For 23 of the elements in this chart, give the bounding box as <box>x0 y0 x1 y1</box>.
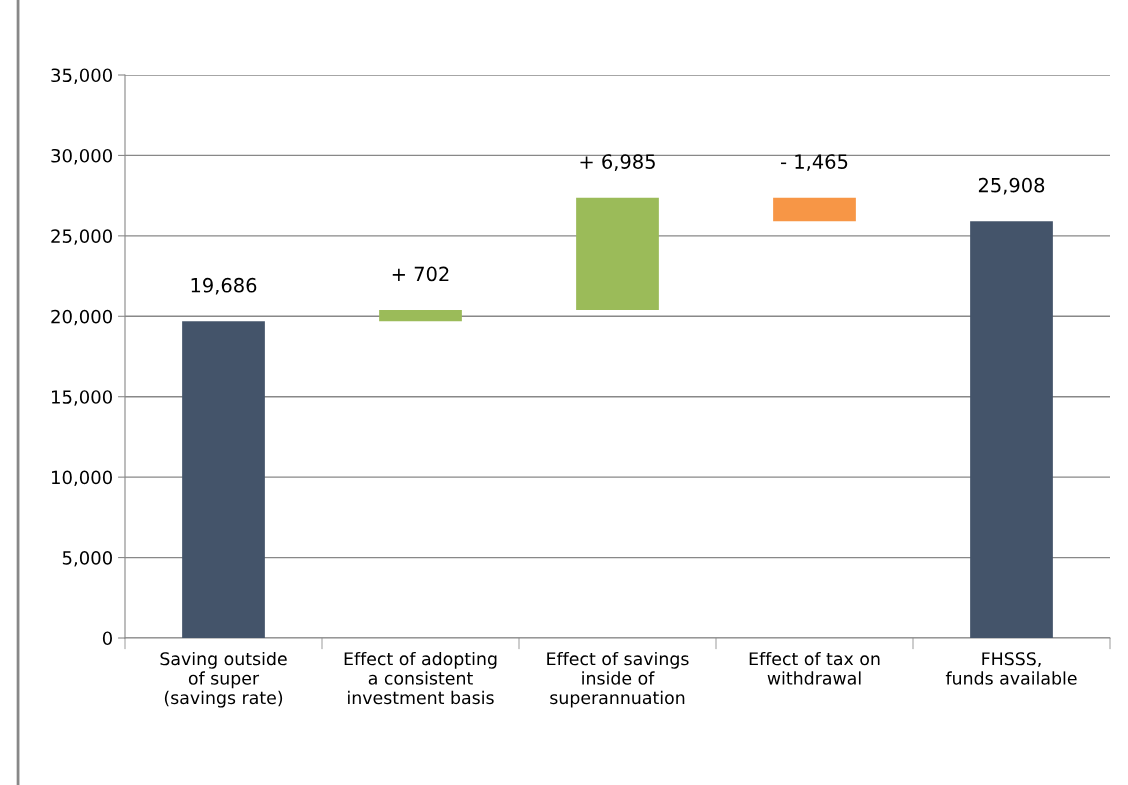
y-tick-label: 35,000 <box>51 68 112 84</box>
x-tick-label: Effect of savings inside of superannuation <box>547 651 689 708</box>
y-tick-label: 15,000 <box>52 390 112 406</box>
bar <box>970 221 1053 638</box>
bar <box>773 197 856 222</box>
bar <box>182 321 265 638</box>
x-tick-label: Effect of adopting a consistent investment basis <box>344 651 497 705</box>
y-tick-label: 30,000 <box>51 148 112 165</box>
data-label: 19,686 <box>191 277 257 295</box>
x-tick-label: FHSSS, funds available <box>945 652 1077 685</box>
y-tick-label: 10,000 <box>52 470 112 487</box>
data-label: - 1,465 <box>781 154 848 171</box>
x-tick-label: Effect of tax on withdrawal <box>749 651 880 685</box>
y-tick-label: 0 <box>102 631 112 646</box>
bar <box>379 310 462 322</box>
y-tick-label: 25,000 <box>51 229 112 245</box>
data-label: 25,908 <box>978 177 1045 195</box>
y-tick-label: 5,000 <box>62 551 112 567</box>
x-tick-label: Saving outside of super (savings rate) <box>160 651 287 708</box>
bar <box>576 197 659 311</box>
data-label: + 6,985 <box>580 154 655 171</box>
y-tick-label: 20,000 <box>51 309 112 326</box>
data-label: + 702 <box>392 266 449 282</box>
